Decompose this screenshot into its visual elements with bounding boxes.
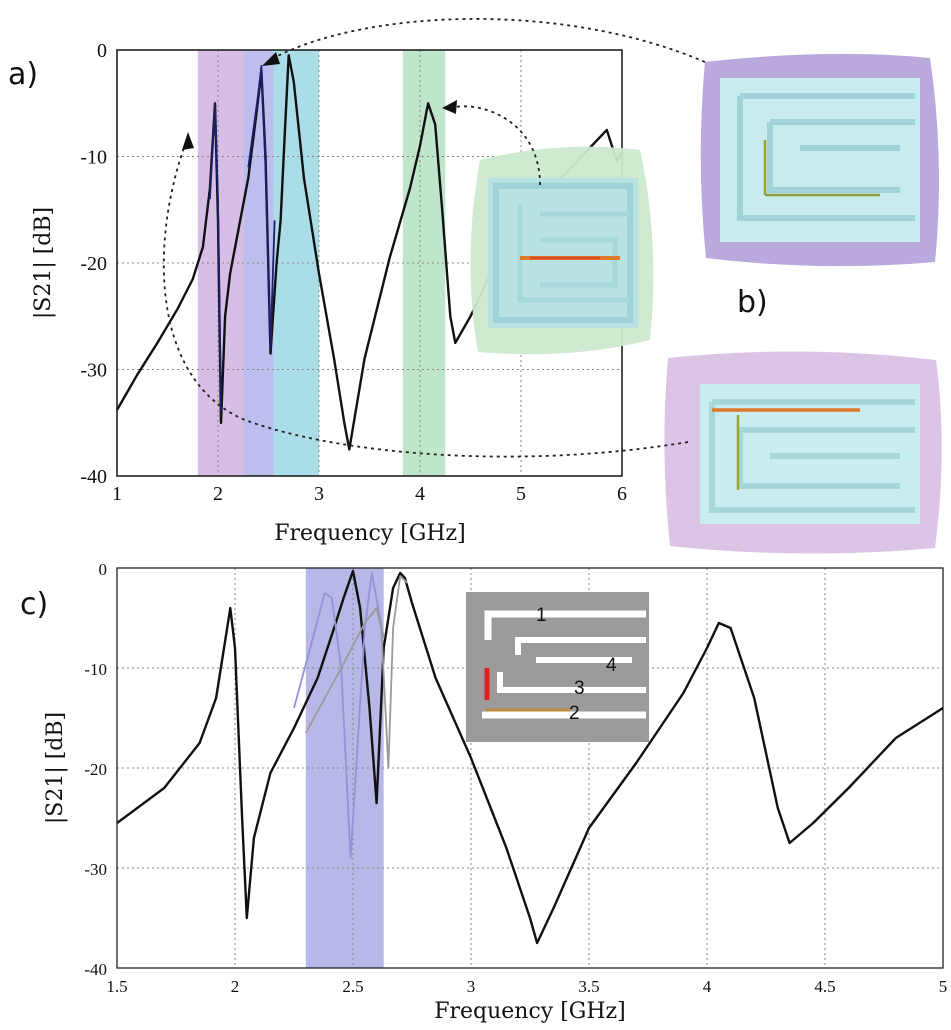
xlabel-a: Frequency [GHz] [274, 521, 466, 546]
ylabel-a: |S21| [dB] [31, 207, 56, 319]
plot-c-series-1-line [116, 569, 944, 945]
panel-label-b: b) [737, 285, 768, 320]
ticks-a: 1 2 3 4 5 6 0 -10 -20 -30 -40 [80, 40, 627, 505]
plot-a-series-3-line [209, 102, 222, 413]
plot-a-ytick-label: -20 [80, 253, 107, 275]
ylabel-c: |S21| [dB] [43, 712, 68, 824]
plot-a-xtick-label: 6 [617, 483, 627, 505]
annotation-arrows [162, 18, 706, 458]
plot-a-series-2-line [247, 65, 276, 350]
inset-label-1: 1 [536, 605, 547, 626]
panel-label-a: a) [8, 57, 38, 92]
plot-c-xtick-label: 3 [467, 977, 476, 996]
plot-a-band-3 [273, 50, 319, 476]
plot-c-xtick-label: 4.5 [814, 977, 835, 996]
plot-c-series-3-line [305, 575, 408, 769]
curves-a [115, 54, 624, 451]
inset-violet-resonator-bottom [664, 351, 942, 554]
xlabel-c: Frequency [GHz] [434, 999, 626, 1024]
plot-c-xtick-label: 3.5 [578, 977, 599, 996]
ticks-c: 1.5 2 2.5 3 3.5 4 4.5 5 0 -10 -20 -30 -40 [84, 560, 947, 996]
plot-c-frame [116, 567, 944, 969]
plot-c-xtick-label: 1.5 [106, 977, 127, 996]
plot-c-xtick-label: 2.5 [342, 977, 363, 996]
plot-a-ytick-label: 0 [97, 40, 107, 62]
plot-c: 1.5 2 2.5 3 3.5 4 4.5 5 0 -10 -20 -30 -40 [84, 560, 947, 996]
panel-label-c: c) [20, 587, 48, 622]
inset-label-2: 2 [569, 703, 580, 724]
plot-a-xtick-label: 5 [516, 483, 526, 505]
arrow-heads [182, 52, 457, 150]
plot-a-xtick-label: 4 [415, 483, 425, 505]
plot-c-ytick-label: -10 [84, 660, 107, 679]
plot-c-xtick-label: 2 [231, 977, 240, 996]
plot-c-xtick-label: 5 [939, 977, 948, 996]
plot-c-ytick-label: -20 [84, 760, 107, 779]
inset-violet-resonator-top [700, 53, 939, 267]
plot-a-ytick-label: -30 [80, 360, 107, 382]
plot-a-xtick-label: 1 [112, 483, 122, 505]
inset-label-4: 4 [606, 655, 617, 676]
curves-c [116, 569, 944, 945]
plot-a-xtick-label: 3 [314, 483, 324, 505]
plot-a-ytick-label: -40 [80, 466, 107, 488]
plot-a-xtick-label: 2 [213, 483, 223, 505]
plot-c-ytick-label: -40 [84, 960, 107, 979]
plot-a-ytick-label: -10 [80, 147, 107, 169]
inset-grey-resonator: 1 4 3 2 [466, 592, 649, 742]
plot-c-ytick-label: -30 [84, 860, 107, 879]
inset-green-resonator [470, 146, 654, 355]
plot-c-xtick-label: 4 [703, 977, 712, 996]
plot-c-ytick-label: 0 [99, 560, 108, 579]
inset-label-3: 3 [574, 678, 585, 699]
